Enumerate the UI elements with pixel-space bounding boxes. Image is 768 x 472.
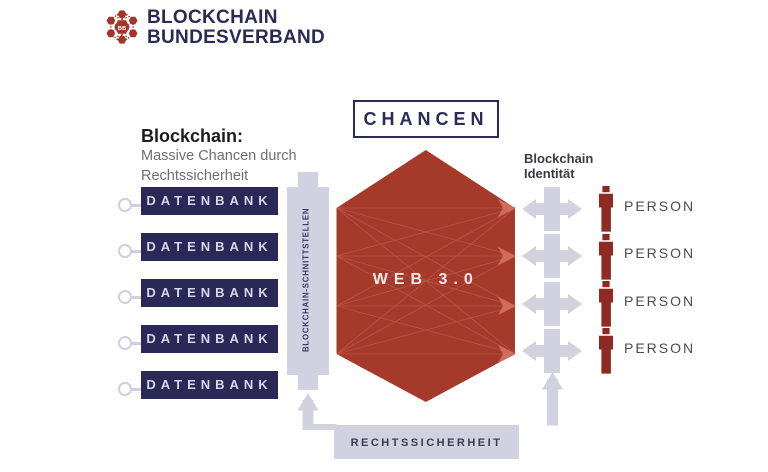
svg-text:RECHTSSICHERHEIT: RECHTSSICHERHEIT [351, 437, 503, 449]
